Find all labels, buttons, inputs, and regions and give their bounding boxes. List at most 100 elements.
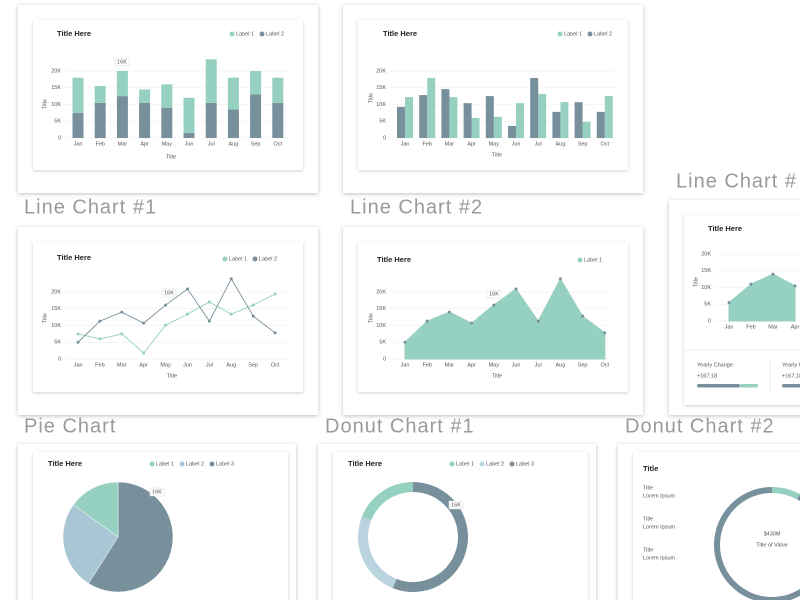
bar-segment xyxy=(272,77,284,103)
point xyxy=(120,310,124,314)
chart-title: Title Here xyxy=(377,255,411,264)
item-title: Title xyxy=(643,547,653,553)
bar xyxy=(493,116,502,138)
bar-segment xyxy=(139,102,151,138)
legend-label: Label 2 xyxy=(486,461,504,467)
bar xyxy=(441,89,450,138)
bar xyxy=(419,95,428,138)
legend-marker xyxy=(209,461,215,467)
legend-marker xyxy=(229,31,235,37)
bar xyxy=(604,96,613,138)
y-tick-label: 0 xyxy=(383,356,386,362)
chart-title: Title Here xyxy=(708,224,742,233)
legend-marker xyxy=(479,461,485,467)
point xyxy=(76,340,80,344)
item-text: Lorem Ipsum xyxy=(643,555,676,561)
item-text: Lorem Ipsum xyxy=(643,493,676,499)
point xyxy=(470,321,474,325)
point xyxy=(425,319,429,323)
panel xyxy=(633,452,800,600)
x-axis-title: Title xyxy=(492,152,502,158)
y-tick-label: 15K xyxy=(376,85,386,91)
x-tick-label: Mar xyxy=(117,362,127,368)
tooltip-label: 16K xyxy=(489,291,499,297)
x-tick-label: Jan xyxy=(401,141,410,147)
legend-marker xyxy=(587,31,593,37)
stat-label: Yearly Change xyxy=(782,362,800,368)
x-tick-label: Oct xyxy=(601,362,610,368)
bar-segment xyxy=(205,59,217,103)
chart-title: Title xyxy=(643,464,658,473)
panel xyxy=(33,242,303,392)
y-tick-label: 20K xyxy=(376,289,386,295)
y-tick-label: 0 xyxy=(58,356,61,362)
legend-label: Label 1 xyxy=(156,461,174,467)
bar-segment xyxy=(183,132,195,138)
center-label: Title of Value xyxy=(756,542,788,548)
x-tick-label: Aug xyxy=(226,362,236,368)
point xyxy=(207,319,211,323)
x-tick-label: May xyxy=(489,362,500,368)
bar-segment xyxy=(272,102,284,138)
legend-label: Label 2 xyxy=(186,461,204,467)
x-tick-label: Feb xyxy=(422,362,431,368)
x-tick-label: Mar xyxy=(118,141,128,147)
y-tick-label: 20K xyxy=(51,289,61,295)
tooltip-box xyxy=(114,57,130,67)
bar-segment xyxy=(250,71,262,95)
chart-title: Title Here xyxy=(348,459,382,468)
y-tick-label: 10K xyxy=(701,285,711,291)
x-tick-label: Jul xyxy=(206,362,213,368)
point xyxy=(98,319,102,323)
y-tick-label: 10K xyxy=(376,323,386,329)
x-axis-title: Title xyxy=(166,154,176,160)
point xyxy=(273,331,277,335)
bar-segment xyxy=(227,77,239,110)
bar-segment xyxy=(116,96,128,138)
point xyxy=(186,287,189,291)
center-value: $430M xyxy=(764,531,781,537)
bar xyxy=(516,103,524,138)
x-tick-label: Apr xyxy=(140,141,149,147)
y-axis-title: Title xyxy=(42,99,48,109)
x-tick-label: Sep xyxy=(248,362,258,368)
x-tick-label: Jun xyxy=(185,141,194,147)
point xyxy=(771,272,775,276)
y-axis-title: Title xyxy=(42,313,48,323)
x-tick-label: May xyxy=(162,141,173,147)
legend-label: Label 1 xyxy=(564,31,582,37)
legend-label: Label 2 xyxy=(259,256,277,262)
x-tick-label: Feb xyxy=(422,141,431,147)
x-tick-label: Jan xyxy=(74,362,83,368)
legend-label: Label 1 xyxy=(456,461,474,467)
y-tick-label: 0 xyxy=(58,135,61,141)
item-title: Title xyxy=(643,516,653,522)
x-tick-label: Oct xyxy=(274,141,283,147)
legend-label: Label 1 xyxy=(584,257,602,263)
x-tick-label: Apr xyxy=(467,141,476,147)
bar xyxy=(582,121,591,138)
point xyxy=(120,332,124,336)
x-axis-title: Title xyxy=(492,373,502,379)
x-tick-label: Jun xyxy=(183,362,192,368)
bar xyxy=(552,111,561,138)
chart-title: Title Here xyxy=(57,253,91,262)
x-tick-label: Jun xyxy=(512,362,521,368)
line xyxy=(77,293,276,354)
y-tick-label: 5K xyxy=(54,119,61,125)
x-tick-label: Oct xyxy=(271,362,280,368)
bar xyxy=(560,102,569,138)
bar xyxy=(427,78,436,138)
x-tick-label: Apr xyxy=(467,362,476,368)
bar xyxy=(530,78,539,138)
x-tick-label: Aug xyxy=(556,141,566,147)
y-axis-title: Title xyxy=(368,313,374,323)
bar xyxy=(449,97,458,138)
tooltip-label: 16K xyxy=(117,59,127,65)
bar-segment xyxy=(183,97,195,133)
legend-label: Label 2 xyxy=(594,31,612,37)
stat-label: Yearly Change xyxy=(697,362,733,368)
x-tick-label: Jan xyxy=(401,362,410,368)
